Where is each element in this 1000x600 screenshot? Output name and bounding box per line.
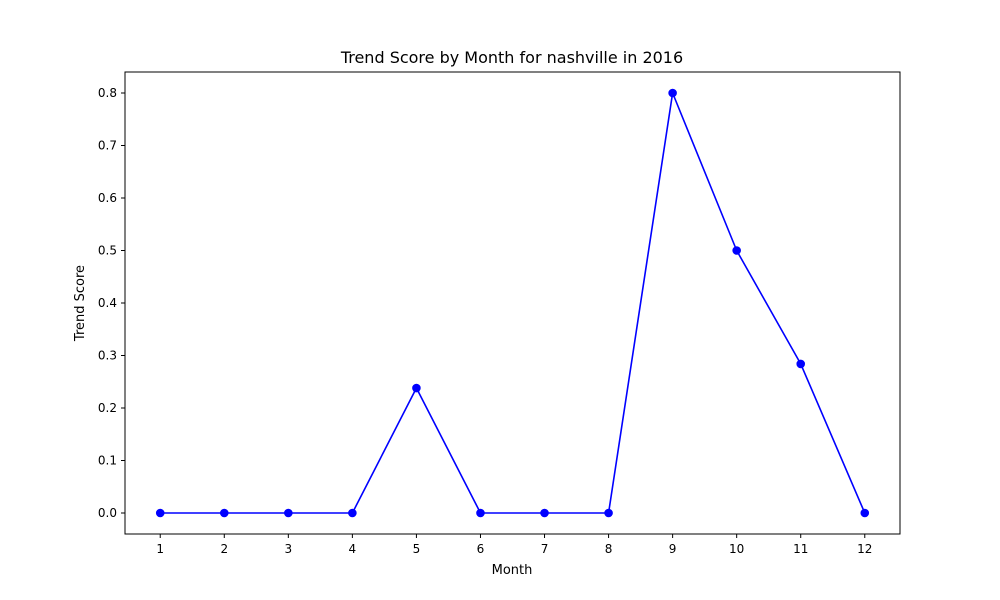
x-axis-label: Month <box>492 563 533 578</box>
y-axis-label: Trend Score <box>73 265 88 342</box>
x-tick-label: 2 <box>220 542 228 556</box>
x-axis: 1 2 3 4 5 6 7 8 9 10 11 12 <box>156 534 872 556</box>
x-tick-label: 3 <box>285 542 293 556</box>
data-point <box>284 508 293 518</box>
data-point <box>668 88 677 98</box>
data-point <box>155 508 165 518</box>
y-tick-label: 0.6 <box>98 191 117 205</box>
y-tick-label: 0.3 <box>98 349 117 363</box>
data-point <box>796 359 806 369</box>
data-point <box>219 508 229 518</box>
x-tick-label: 9 <box>669 542 677 556</box>
y-tick-label: 0.2 <box>98 401 117 415</box>
x-tick-label: 1 <box>156 542 164 556</box>
data-point <box>540 508 549 518</box>
y-tick-label: 0.0 <box>98 506 117 520</box>
x-tick-label: 4 <box>349 542 357 556</box>
series-line <box>160 92 866 514</box>
y-tick-label: 0.1 <box>98 454 117 468</box>
data-point <box>860 508 870 518</box>
x-tick-label: 8 <box>605 542 613 556</box>
x-tick-label: 6 <box>477 542 485 556</box>
y-tick-label: 0.7 <box>98 139 117 153</box>
data-point <box>732 246 741 255</box>
y-tick-label: 0.8 <box>98 86 117 100</box>
x-tick-label: 12 <box>857 542 872 556</box>
data-point <box>476 508 485 518</box>
chart-title: Trend Score by Month for nashville in 20… <box>340 48 683 67</box>
data-point <box>412 383 421 393</box>
data-point <box>604 508 613 518</box>
series-group <box>155 88 870 518</box>
y-tick-label: 0.4 <box>98 296 117 310</box>
x-tick-label: 5 <box>413 542 421 556</box>
x-tick-label: 10 <box>729 542 744 556</box>
x-tick-label: 7 <box>541 542 549 556</box>
y-axis: 0.0 0.1 0.2 0.3 0.4 0.5 0.6 0.7 0.8 <box>98 86 125 520</box>
data-point <box>348 508 357 518</box>
x-tick-label: 11 <box>793 542 808 556</box>
y-tick-label: 0.5 <box>98 244 117 258</box>
